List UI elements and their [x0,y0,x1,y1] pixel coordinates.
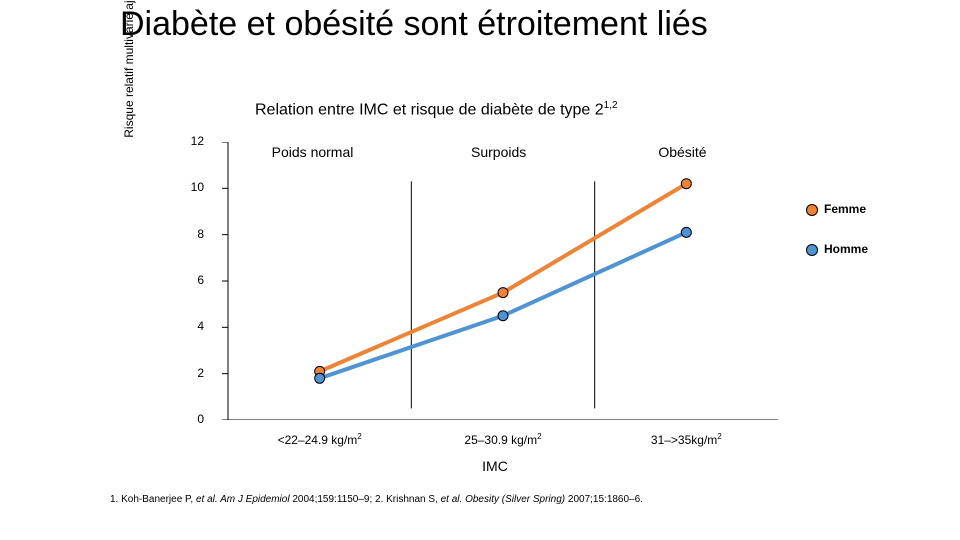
y-tick-label: 12 [176,134,204,148]
x-axis-label: IMC [210,458,780,474]
footnote-ref1-prefix: 1. Koh-Banerjee P, [110,494,196,505]
y-tick-label: 10 [176,180,204,194]
footnote-ref1-italic: et al. Am J Epidemiol [196,494,290,505]
y-axis-label: Risque relatif multivarié ajusté de diab… [122,0,136,158]
y-tick-label: 8 [176,227,204,241]
y-tick-label: 6 [176,273,204,287]
footnote-ref1-suffix: 2004;159:1150–9; 2. Krishnan S, [290,494,441,505]
chart-subtitle: Relation entre IMC et risque de diabète … [255,100,618,119]
y-tick-label: 0 [176,412,204,426]
chart-plot [210,142,780,420]
footnote-ref2-suffix: 2007;15:1860–6. [565,494,643,505]
x-tick-label: 31–>35kg/m2 [596,432,776,447]
y-tick-label: 4 [176,319,204,333]
footnote-ref2-italic: et al. Obesity (Silver Spring) [441,494,566,505]
x-tick-label: <22–24.9 kg/m2 [230,432,410,447]
legend-label-homme: Homme [824,242,868,256]
subtitle-text: Relation entre IMC et risque de diabète … [255,101,604,118]
legend-item-femme: Femme [806,202,866,216]
x-tick-label: 25–30.9 kg/m2 [413,432,593,447]
page-title: Diabète et obésité sont étroitement liés [120,6,708,43]
footnotes: 1. Koh-Banerjee P, et al. Am J Epidemiol… [110,494,643,507]
legend-item-homme: Homme [806,242,868,256]
legend-marker-homme [806,244,818,256]
legend-marker-femme [806,204,818,216]
chart-svg [210,142,780,420]
legend-label-femme: Femme [824,202,866,216]
y-tick-label: 2 [176,366,204,380]
subtitle-superscript: 1,2 [604,100,618,111]
